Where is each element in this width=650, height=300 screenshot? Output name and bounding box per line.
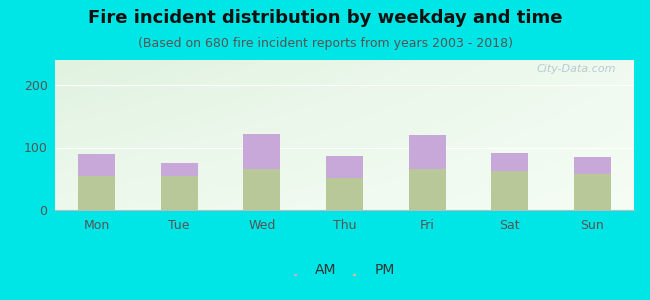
Text: (Based on 680 fire incident reports from years 2003 - 2018): (Based on 680 fire incident reports from… [138, 38, 512, 50]
Bar [78, 154, 115, 175]
Legend: AM, PM: AM, PM [291, 259, 398, 281]
Bar [409, 135, 446, 169]
Bar [243, 169, 280, 210]
Text: Fire incident distribution by weekday and time: Fire incident distribution by weekday an… [88, 9, 562, 27]
Bar [491, 152, 528, 171]
Text: City-Data.com: City-Data.com [537, 64, 616, 74]
Bar [409, 169, 446, 210]
Bar [574, 157, 611, 174]
Bar [574, 174, 611, 210]
Bar [326, 156, 363, 178]
Bar [161, 163, 198, 176]
Bar [161, 176, 198, 210]
Bar [491, 171, 528, 210]
Bar [243, 134, 280, 170]
Bar [78, 176, 115, 210]
Bar [326, 178, 363, 210]
